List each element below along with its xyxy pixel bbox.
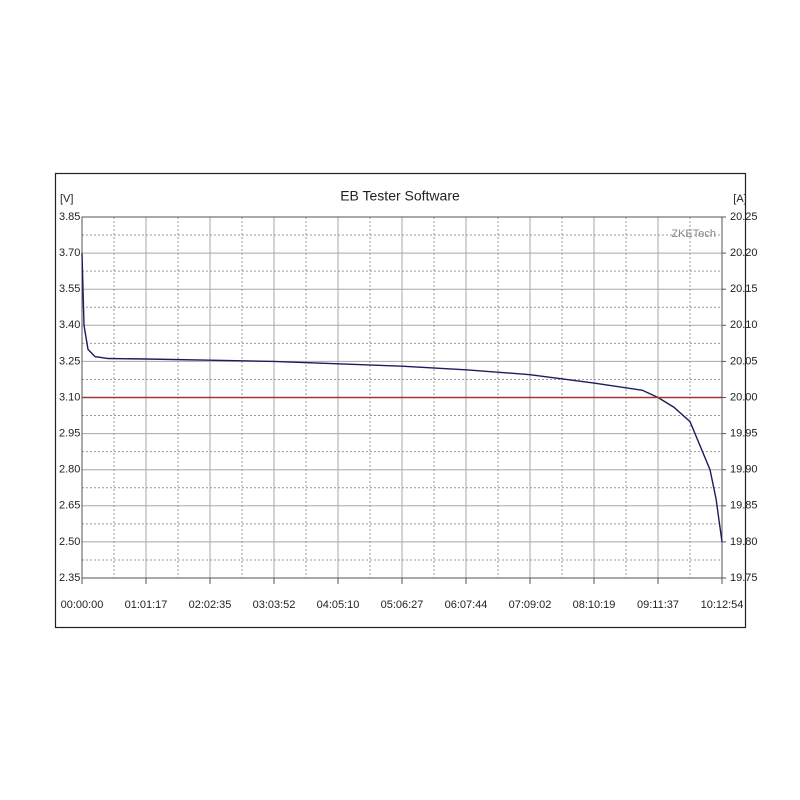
y2-tick-label: 19.80 [730, 536, 758, 548]
watermark: ZKETech [671, 228, 716, 240]
y-tick-label: 3.85 [59, 211, 80, 223]
frame [54, 172, 747, 629]
x-tick-label: 05:06:27 [381, 599, 424, 611]
y2-tick-label: 19.95 [730, 428, 758, 440]
y-tick-label: 2.80 [59, 464, 80, 476]
y2-tick-label: 20.05 [730, 355, 758, 367]
chart-title: EB Tester Software [340, 188, 460, 204]
x-tick-label: 06:07:44 [445, 599, 488, 611]
x-tick-label: 01:01:17 [125, 599, 168, 611]
x-tick-label: 02:02:35 [189, 599, 232, 611]
y2-tick-label: 20.15 [730, 283, 758, 295]
y2-tick-label: 20.20 [730, 247, 758, 259]
y2-tick-label: 19.75 [730, 572, 758, 584]
y-tick-label: 2.65 [59, 500, 80, 512]
x-tick-label: 03:03:52 [253, 599, 296, 611]
x-tick-label: 07:09:02 [509, 599, 552, 611]
y-axis-label: [V] [60, 193, 73, 205]
y2-tick-label: 19.85 [730, 500, 758, 512]
y-tick-label: 3.55 [59, 283, 80, 295]
y2-axis-label: [A] [733, 193, 746, 205]
x-tick-label: 08:10:19 [573, 599, 616, 611]
x-tick-label: 09:11:37 [637, 599, 679, 611]
y-tick-label: 3.40 [59, 319, 80, 331]
x-tick-label: 04:05:10 [317, 599, 360, 611]
y2-tick-label: 20.10 [730, 319, 758, 331]
x-tick-label: 10:12:54 [701, 599, 744, 611]
y-tick-label: 2.50 [59, 536, 80, 548]
x-tick-label: 00:00:00 [61, 599, 104, 611]
y2-tick-label: 19.90 [730, 464, 758, 476]
y2-tick-label: 20.00 [730, 391, 758, 403]
y-tick-label: 2.35 [59, 572, 80, 584]
y-tick-label: 2.95 [59, 428, 80, 440]
y-tick-label: 3.70 [59, 247, 80, 259]
y2-tick-label: 20.25 [730, 211, 758, 223]
data-line [81, 253, 723, 542]
y-tick-label: 3.25 [59, 355, 80, 367]
y-tick-label: 3.10 [59, 391, 80, 403]
